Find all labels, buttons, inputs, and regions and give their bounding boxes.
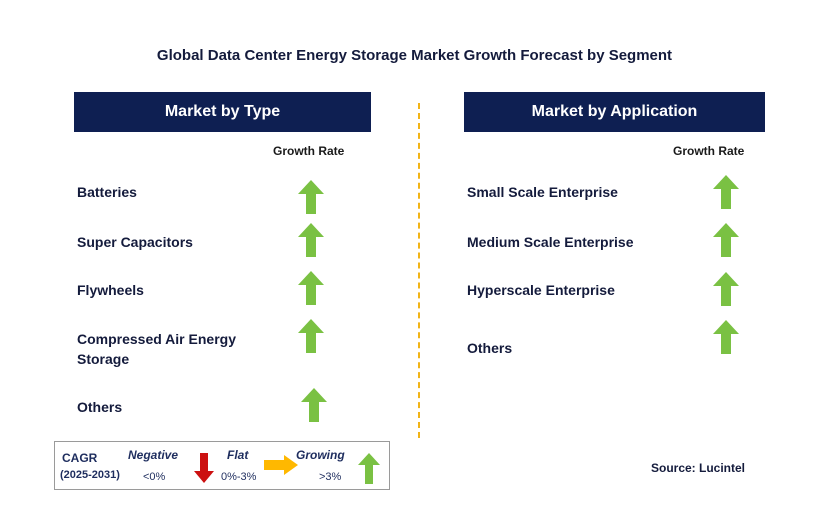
legend-growing-range: >3% <box>319 471 342 483</box>
up-arrow-icon <box>713 272 739 306</box>
legend-cagr-label: CAGR <box>62 451 98 465</box>
market-by-type-header: Market by Type <box>74 92 371 132</box>
left-growth-rate-label: Growth Rate <box>273 144 345 158</box>
up-arrow-icon <box>301 388 327 422</box>
legend-flat-range: 0%-3% <box>221 471 257 483</box>
market-by-application-header: Market by Application <box>464 92 765 132</box>
legend-negative-label: Negative <box>128 448 179 462</box>
up-arrow-icon <box>713 175 739 209</box>
source-label: Source: Lucintel <box>651 461 746 475</box>
application-item-medium-scale-enterprise: Medium Scale Enterprise <box>467 234 634 250</box>
legend-flat-label: Flat <box>227 448 249 462</box>
cagr-legend: CAGR (2025-2031) Negative <0% Flat 0%-3%… <box>54 441 390 490</box>
type-item-batteries: Batteries <box>77 184 137 200</box>
up-arrow-icon <box>358 453 380 484</box>
application-item-hyperscale-enterprise: Hyperscale Enterprise <box>467 282 615 298</box>
panel-divider <box>418 103 420 438</box>
type-item-compressed-air-energy-storage: Compressed Air Energy Storage <box>77 331 236 367</box>
right-arrow-icon <box>264 455 298 475</box>
legend-growing-label: Growing <box>296 448 345 462</box>
up-arrow-icon <box>298 223 324 257</box>
up-arrow-icon <box>298 180 324 214</box>
up-arrow-icon <box>298 319 324 353</box>
right-growth-rate-label: Growth Rate <box>673 144 745 158</box>
type-item-flywheels: Flywheels <box>77 282 144 298</box>
legend-period: (2025-2031) <box>60 469 120 481</box>
down-arrow-icon <box>194 453 214 483</box>
type-item-super-capacitors: Super Capacitors <box>77 234 193 250</box>
type-item-others: Others <box>77 399 123 415</box>
up-arrow-icon <box>713 223 739 257</box>
up-arrow-icon <box>298 271 324 305</box>
application-item-others: Others <box>467 340 513 356</box>
chart-title: Global Data Center Energy Storage Market… <box>156 47 673 64</box>
application-item-small-scale-enterprise: Small Scale Enterprise <box>467 184 618 200</box>
up-arrow-icon <box>713 320 739 354</box>
legend-negative-range: <0% <box>143 471 166 483</box>
